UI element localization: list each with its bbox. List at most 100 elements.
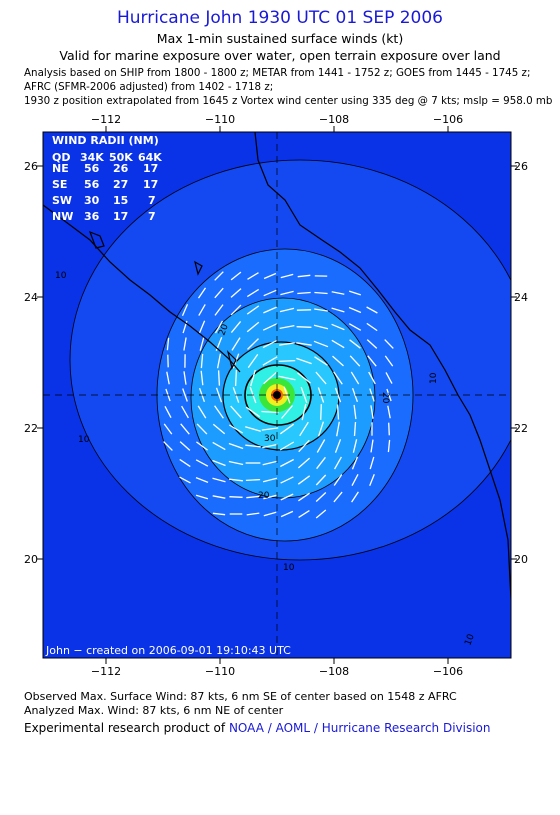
svg-text:10: 10 [55,271,67,281]
wind-vector [351,473,359,487]
map-axis-ticks [37,126,517,664]
wind-vector [387,439,391,453]
wind-vector [348,290,362,296]
wind-vector [228,424,244,434]
wind-vector [164,405,172,419]
svg-text:24: 24 [514,291,528,304]
latitude-labels: 26 24 22 20 26 24 22 20 [24,160,528,566]
wind-vector [333,491,343,503]
wind-vector [198,304,206,316]
wind-vector [366,322,378,332]
wind-vector [280,493,294,501]
wind-vector [212,477,226,483]
wind-vector [281,405,293,419]
wind-vector [296,342,312,346]
svg-text:−112: −112 [91,113,121,126]
wind-vector [247,338,259,350]
svg-text:10: 10 [463,633,476,647]
wind-vector [214,405,224,419]
wind-vector [297,372,311,384]
wind-vector [200,353,204,369]
wind-vector [215,387,223,403]
wind-vector [296,357,312,365]
lat-lon-grid [43,132,511,658]
wind-vector [331,307,345,313]
svg-text:−106: −106 [433,665,463,678]
svg-text:26: 26 [514,160,528,173]
wind-vector [230,304,242,316]
wind-vector [349,339,361,349]
wind-vector [336,404,340,420]
wind-vector [262,339,278,349]
wind-vector [183,337,187,351]
svg-text:−108: −108 [319,665,349,678]
wind-vector [279,324,295,330]
wind-vector [247,354,259,368]
svg-text:26: 26 [24,160,38,173]
svg-text:10: 10 [429,372,439,384]
wind-vector [315,474,327,486]
wind-vector [246,305,260,315]
wind-vector [217,370,221,386]
wind-vector [280,273,294,279]
wind-vector [278,359,296,363]
wind-vector [179,476,191,484]
wind-vector [367,355,377,367]
wind-vector [263,272,277,280]
wind-vector [181,304,189,316]
wind-vector [314,308,328,312]
wind-vector [315,509,327,519]
wind-vector [262,443,278,449]
wind-vector [197,405,207,419]
wind-vector [229,496,243,498]
wind-vector [245,444,261,448]
wind-vector [366,339,378,349]
wind-vector [353,421,357,437]
wind-vector [348,306,362,314]
contour-labels: 10 10 10 10 10 20 20 20 30 [55,271,477,647]
wind-vector [333,474,343,486]
wind-vector [314,356,328,366]
wind-vector [179,441,191,451]
wind-vector [334,439,342,453]
svg-text:22: 22 [24,422,38,435]
wind-vector [331,323,345,331]
wind-vector [163,441,173,451]
wind-vector [246,288,260,298]
wind-vector [315,492,327,502]
wind-vector [196,441,208,451]
map-title: Hurricane John 1930 UTC 01 SEP 2006 [117,8,443,28]
wind-vector [299,421,309,437]
wind-vector [166,337,170,351]
credit-prefix: Experimental research product of [24,721,226,735]
wind-vector [316,439,326,453]
coastline [43,132,511,601]
wind-vector [313,340,329,348]
wind-vector-field [163,271,394,519]
wind-vector [298,510,310,518]
credit-line: Experimental research product of NOAA / … [24,721,491,735]
svg-text:−108: −108 [319,113,349,126]
wind-vector [212,423,226,435]
wind-vector [199,337,205,351]
wind-vector [212,512,226,516]
wind-vector [369,474,375,486]
wind-vector [331,339,345,349]
wind-vector [216,353,222,369]
analyzed-max-wind: Analyzed Max. Wind: 87 kts, 6 nm NE of c… [24,704,284,717]
wind-vector [298,439,310,453]
noaa-aoml-hrd-link[interactable]: NOAA / AOML / Hurricane Research Divisio… [228,721,491,735]
wind-vector [370,439,374,453]
wind-vector [384,355,394,367]
analysis-line-1: Analysis based on SHIP from 1800 - 1800 … [24,67,531,79]
wind-vector [263,306,277,314]
wind-vector [352,439,358,453]
wind-vector [300,386,308,404]
wind-vector [245,478,261,482]
wind-vector [231,337,241,351]
wind-vector [349,355,361,367]
wind-vector [313,324,329,330]
